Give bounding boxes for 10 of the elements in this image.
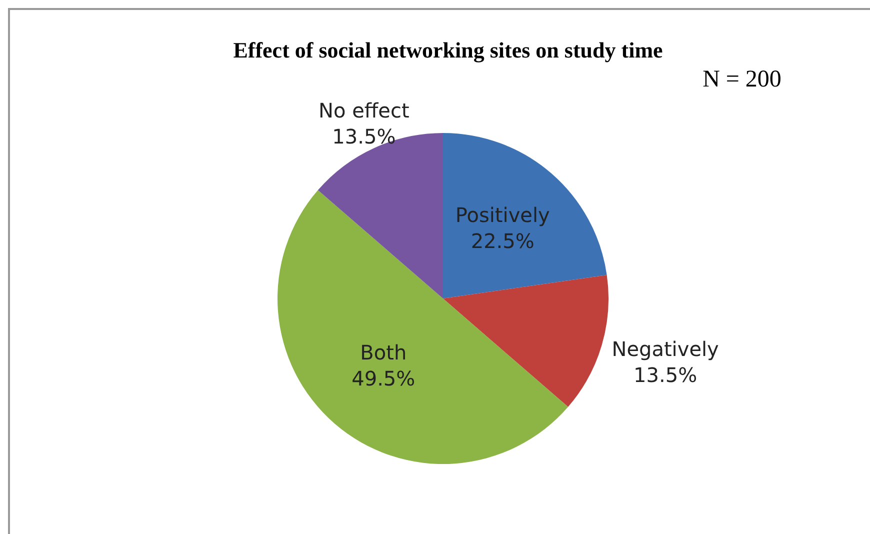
data-label: 13.5% [332, 124, 396, 149]
slice-label: No effect [318, 98, 410, 123]
slice-label: Positively [455, 202, 550, 227]
slice-label: Negatively [612, 336, 720, 361]
data-label: 22.5% [470, 228, 534, 253]
data-label: 49.5% [352, 366, 416, 390]
chart-title: Effect of social networking sites on study time [233, 38, 664, 63]
text: N = 200 [702, 66, 782, 92]
slice-label: Both [360, 340, 407, 364]
data-label: 13.5% [634, 362, 698, 387]
